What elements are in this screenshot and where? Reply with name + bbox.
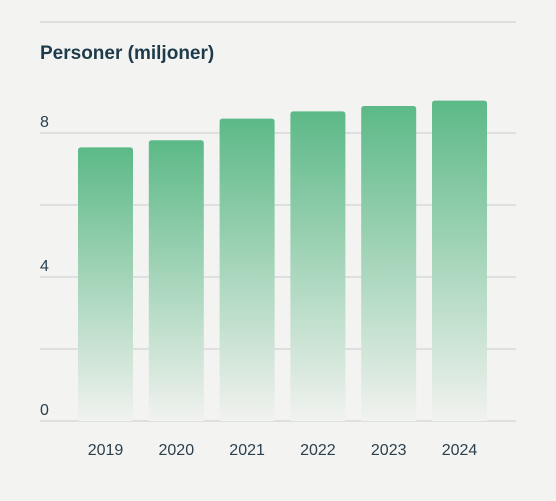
x-tick-label: 2020	[159, 442, 195, 459]
y-tick-label: 8	[40, 114, 49, 131]
bar-2022	[290, 111, 346, 422]
y-axis-ticks: 0 4 8	[40, 114, 49, 419]
x-axis-ticks: 2019 2020 2021 2022 2023 2024	[88, 442, 478, 459]
y-tick-label: 4	[40, 258, 49, 275]
bar-2024	[432, 100, 487, 421]
bars	[78, 100, 487, 422]
x-tick-label: 2022	[300, 442, 336, 459]
bar-2019	[78, 147, 133, 421]
chart-title: Personer (miljoner)	[40, 43, 214, 64]
x-tick-label: 2024	[442, 442, 478, 459]
x-tick-label: 2019	[88, 442, 124, 459]
bar-2021	[219, 118, 275, 421]
x-tick-label: 2021	[229, 442, 265, 459]
bar-2020	[148, 140, 204, 421]
bar-2023	[361, 106, 417, 421]
y-tick-label: 0	[40, 402, 49, 419]
x-tick-label: 2023	[371, 442, 407, 459]
